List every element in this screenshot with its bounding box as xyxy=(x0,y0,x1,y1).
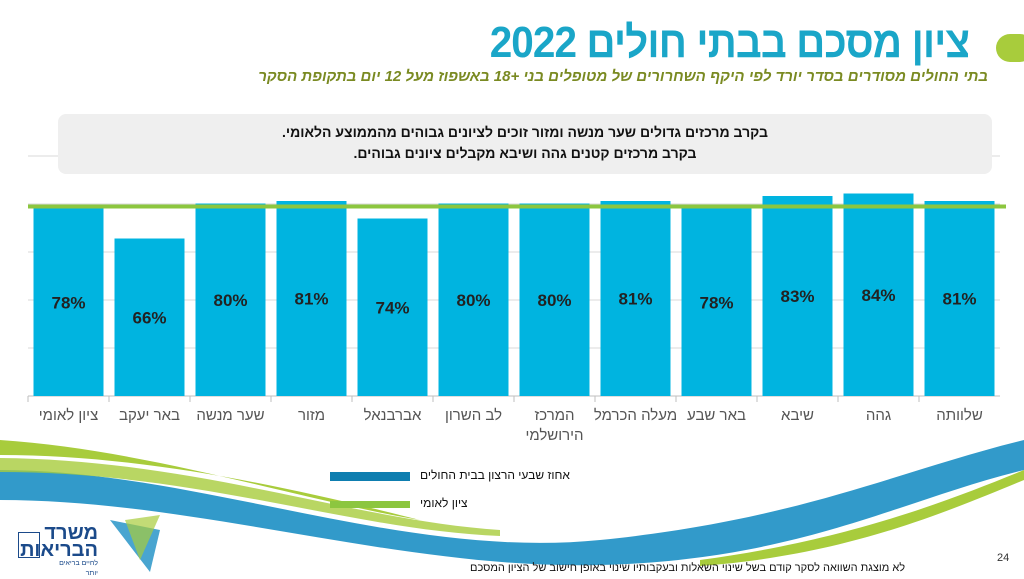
x-tick-label: ציון לאומי xyxy=(39,407,99,424)
bar xyxy=(681,208,752,396)
bar xyxy=(762,196,833,396)
bar xyxy=(114,238,185,396)
bar xyxy=(519,203,590,396)
data-label: 78% xyxy=(51,293,85,312)
x-tick-label: לב השרון xyxy=(445,407,502,424)
legend-label-national: ציון לאומי xyxy=(420,496,468,510)
x-tick-label: שער מנשה xyxy=(196,407,264,424)
data-label: 81% xyxy=(942,290,976,309)
bar xyxy=(195,203,266,396)
x-tick-label: מזור xyxy=(298,407,325,424)
data-label: 80% xyxy=(456,291,490,310)
legend-label-series: אחוז שבעי הרצון בבית החולים xyxy=(420,468,570,482)
x-tick-label: באר שבע xyxy=(687,407,746,424)
legend-swatch-series xyxy=(330,472,410,481)
bar xyxy=(276,201,347,396)
bar xyxy=(438,203,509,396)
data-label: 80% xyxy=(537,291,571,310)
page-subtitle: בתי החולים מסודרים בסדר יורד לפי היקף הש… xyxy=(258,68,988,85)
page-number: 24 xyxy=(997,552,1010,564)
x-tick-label: שלוותה xyxy=(936,407,983,424)
callout-box: בקרב מרכזים גדולים שער מנשה ומזור זוכים … xyxy=(58,114,992,174)
x-tick-label: הירושלמי xyxy=(525,427,583,444)
data-label: 74% xyxy=(375,298,409,317)
bar xyxy=(600,201,671,396)
bar xyxy=(843,193,914,396)
title-accent xyxy=(996,34,1024,62)
x-tick-label: שיבא xyxy=(781,407,814,424)
x-tick-label: גהה xyxy=(866,407,891,424)
logo-line-2: הבריאות xyxy=(20,539,98,561)
callout-line-1: בקרב מרכזים גדולים שער מנשה ומזור זוכים … xyxy=(281,124,768,140)
x-tick-label: אברבנאל xyxy=(364,407,422,424)
data-label: 66% xyxy=(132,308,166,327)
data-label: 78% xyxy=(699,293,733,312)
x-tick-label: המרכז xyxy=(534,407,574,424)
data-label: 83% xyxy=(780,287,814,306)
x-tick-label: מעלה הכרמל xyxy=(594,407,677,424)
data-label: 81% xyxy=(618,290,652,309)
logo-tagline: לחיים בריאים יותר xyxy=(59,560,98,577)
x-tick-label: באר יעקב xyxy=(119,407,180,424)
bar xyxy=(357,218,428,396)
data-label: 81% xyxy=(294,290,328,309)
data-label: 84% xyxy=(861,286,895,305)
page-title: ציון מסכם בבתי חולים 2022 xyxy=(489,18,969,67)
data-label: 80% xyxy=(213,291,247,310)
logo-line-1: משרד xyxy=(44,522,98,544)
footnote: לא מוצגת השוואה לסקר קודם בשל שינוי השאל… xyxy=(470,562,906,574)
emblem-icon xyxy=(18,532,40,558)
bar xyxy=(924,201,995,396)
legend-swatch-national xyxy=(330,501,410,508)
bar xyxy=(33,208,104,396)
callout-line-2: בקרב מרכזים קטנים גהה ושיבא מקבלים ציוני… xyxy=(353,145,697,161)
ministry-logo: משרד הבריאות לחיים בריאים יותר xyxy=(20,522,98,579)
